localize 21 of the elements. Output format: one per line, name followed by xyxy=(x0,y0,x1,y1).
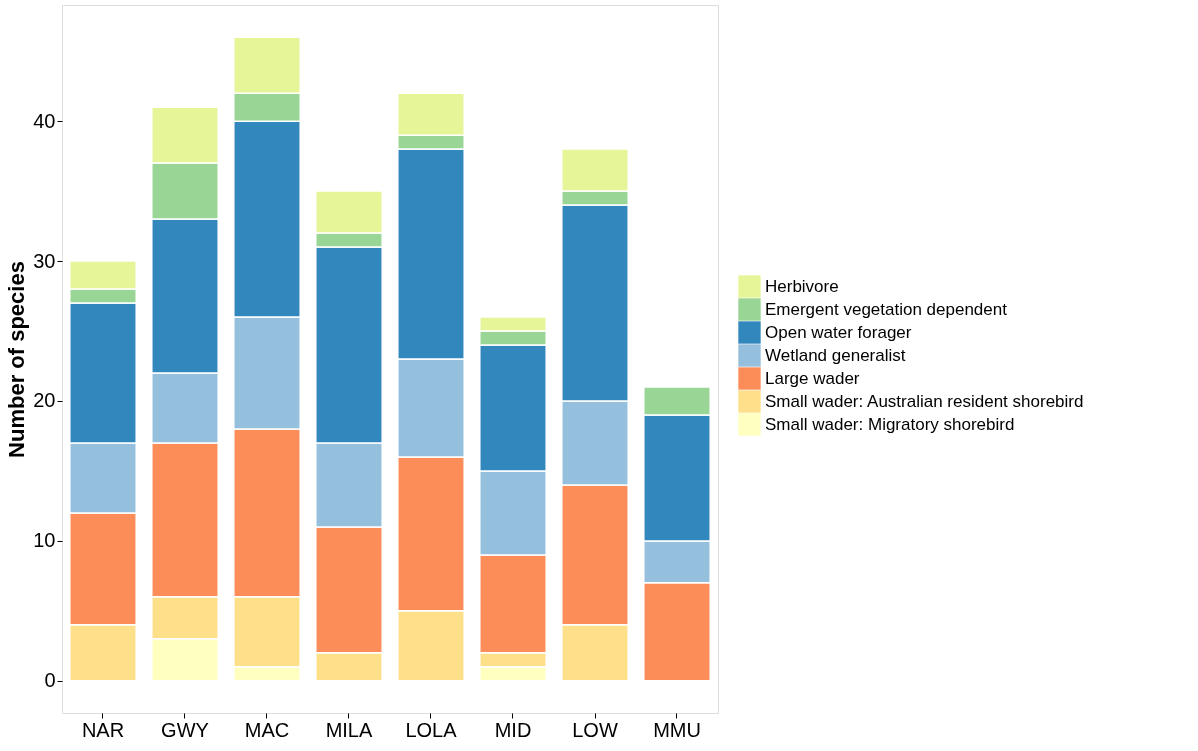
y-tick-label: 30 xyxy=(33,249,56,272)
legend-label: Wetland generalist xyxy=(765,345,906,365)
legend-label: Open water forager xyxy=(765,322,912,342)
y-tick-label: 40 xyxy=(33,109,56,132)
x-tick-label: NAR xyxy=(81,718,125,741)
x-tick-label: LOLA xyxy=(405,718,458,741)
legend-label: Emergent vegetation dependent xyxy=(765,299,1008,319)
legend-label: Large wader xyxy=(765,368,860,388)
x-tick-label: LOW xyxy=(572,718,618,741)
y-tick-label: 0 xyxy=(44,669,56,692)
x-tick-label: MMU xyxy=(653,718,701,741)
legend-label: Herbivore xyxy=(765,276,839,296)
y-axis-title: Number of species xyxy=(4,261,30,458)
y-tick-label: 20 xyxy=(33,389,56,412)
legend-label: Small wader: Australian resident shorebird xyxy=(765,391,1084,411)
legend-label: Small wader: Migratory shorebird xyxy=(765,414,1015,434)
x-tick-label: MID xyxy=(494,718,532,741)
x-tick-label: MILA xyxy=(325,718,373,741)
x-tick-label: MAC xyxy=(244,718,290,741)
y-tick-label: 10 xyxy=(33,529,56,552)
x-tick-label: GWY xyxy=(161,718,209,741)
